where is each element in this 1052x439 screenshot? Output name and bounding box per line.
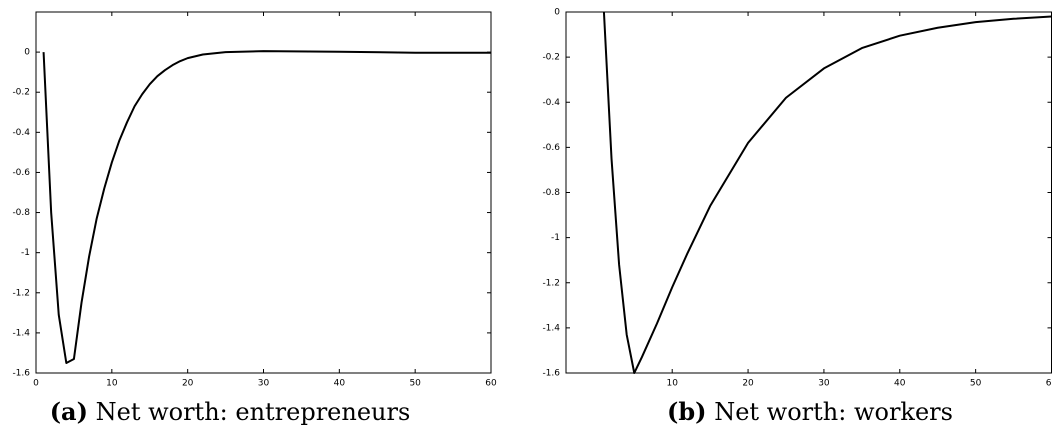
y-tick-label: -1 bbox=[551, 233, 560, 243]
y-tick-label: -1.4 bbox=[542, 323, 560, 333]
y-tick-label: -1 bbox=[21, 248, 30, 258]
y-tick-label: 0 bbox=[24, 48, 30, 58]
caption-label: (b) bbox=[667, 397, 707, 426]
x-tick-label: 40 bbox=[894, 379, 906, 389]
x-tick-label: 40 bbox=[334, 379, 346, 389]
y-tick-label: -0.6 bbox=[542, 143, 560, 153]
caption: (a) Net worth: entrepreneurs bbox=[50, 397, 411, 426]
caption-text: Net worth: entrepreneurs bbox=[96, 398, 411, 426]
data-line bbox=[42, 50, 491, 364]
y-tick-label: -0.4 bbox=[12, 128, 30, 138]
y-tick-label: -0.2 bbox=[12, 88, 30, 98]
x-tick-label: 20 bbox=[742, 379, 754, 389]
plot-frame bbox=[565, 11, 1052, 374]
y-tick-label: -0.6 bbox=[12, 168, 30, 178]
y-tick-label: -1.6 bbox=[542, 369, 560, 379]
x-tick-label: 20 bbox=[182, 379, 194, 389]
x-tick-label: 60 bbox=[1046, 379, 1052, 389]
y-tick-label: -1.2 bbox=[12, 288, 30, 298]
y-tick-label: -1.4 bbox=[12, 328, 30, 338]
y-tick-label: -0.8 bbox=[12, 208, 30, 218]
chart-panel: -1.6 -1.4 -1.2 -1 -0.8 -0.6 -0.4 -0.2 0 0 10 20 30 40… bbox=[12, 11, 497, 426]
data-line bbox=[602, 11, 1052, 374]
caption-text: Net worth: workers bbox=[714, 398, 953, 426]
x-tick-label: 30 bbox=[818, 379, 830, 389]
y-tick-label: -1.6 bbox=[12, 369, 30, 379]
y-tick-label: -0.8 bbox=[542, 188, 560, 198]
y-tick-label: -0.2 bbox=[542, 53, 560, 63]
caption-label: (a) bbox=[50, 397, 88, 426]
x-tick-label: 0 bbox=[33, 379, 39, 389]
x-tick-label: 50 bbox=[970, 379, 982, 389]
x-tick-label: 10 bbox=[666, 379, 678, 389]
caption: (b) Net worth: workers bbox=[667, 397, 953, 426]
chart-panel: -1.6 -1.4 -1.2 -1 -0.8 -0.6 -0.4 -0.2 0 10 20 30 40 5… bbox=[542, 8, 1052, 426]
x-tick-label: 10 bbox=[106, 379, 118, 389]
x-tick-label: 30 bbox=[258, 379, 270, 389]
x-tick-label: 50 bbox=[409, 379, 421, 389]
y-tick-label: -0.4 bbox=[542, 98, 560, 108]
y-tick-label: -1.2 bbox=[542, 278, 560, 288]
y-tick-label: 0 bbox=[554, 8, 560, 18]
x-tick-label: 60 bbox=[485, 379, 497, 389]
